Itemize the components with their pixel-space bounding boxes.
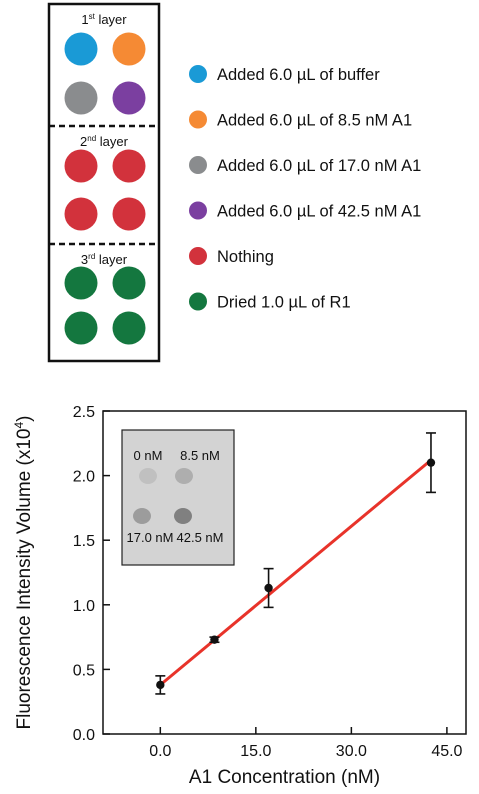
sample-spot bbox=[64, 81, 98, 115]
y-axis-label: Fluorescence Intensity Volume (x104) bbox=[12, 415, 35, 729]
y-tick-label: 1.0 bbox=[73, 598, 95, 615]
inset-spot bbox=[133, 508, 151, 524]
layer-suffix: layer bbox=[95, 12, 127, 27]
data-point bbox=[426, 458, 436, 467]
inset-label: 42.5 nM bbox=[177, 530, 224, 545]
inset-spot bbox=[175, 468, 193, 484]
sample-spot bbox=[64, 197, 98, 231]
y-label-exponent: 4 bbox=[12, 422, 26, 429]
inset-spot bbox=[174, 508, 192, 524]
y-tick-label: 2.0 bbox=[73, 469, 95, 486]
plot-frame bbox=[102, 410, 467, 735]
legend-label: Dried 1.0 µL of R1 bbox=[217, 294, 351, 312]
inset-label: 8.5 nM bbox=[180, 448, 220, 463]
y-tick-label: 0.0 bbox=[73, 727, 95, 744]
data-point bbox=[156, 680, 165, 690]
fit-line bbox=[159, 458, 432, 687]
sample-spot bbox=[112, 197, 146, 231]
legend-swatch bbox=[189, 201, 207, 220]
x-tick-label: 15.0 bbox=[240, 743, 271, 760]
calibration-chart: 0 nM 8.5 nM 17.0 nM 42.5 nM 0.0 15.0 30.0 45.0… bbox=[12, 404, 467, 788]
legend-label: Added 6.0 µL of 17.0 nM A1 bbox=[217, 157, 421, 175]
layer-ordinal: nd bbox=[87, 134, 96, 143]
legend-swatch bbox=[189, 110, 207, 129]
legend-label: Added 6.0 µL of 8.5 nM A1 bbox=[217, 112, 412, 130]
legend-label: Nothing bbox=[217, 248, 274, 266]
sample-spot bbox=[64, 266, 98, 300]
legend-swatch bbox=[189, 292, 207, 311]
layer-label: 2nd layer bbox=[80, 134, 129, 149]
sample-spot bbox=[112, 266, 146, 300]
inset-label: 17.0 nM bbox=[127, 530, 174, 545]
legend-swatch bbox=[189, 156, 207, 174]
x-tick-label: 30.0 bbox=[336, 743, 367, 760]
layer-ordinal: rd bbox=[88, 252, 95, 261]
inset-spot bbox=[139, 468, 157, 484]
layer-label: 1st layer bbox=[81, 12, 127, 27]
fit-line-group bbox=[159, 458, 432, 687]
sample-spot bbox=[64, 149, 98, 183]
inset-image: 0 nM 8.5 nM 17.0 nM 42.5 nM bbox=[121, 429, 235, 566]
sample-spot bbox=[112, 32, 146, 66]
legend-label: Added 6.0 µL of buffer bbox=[217, 66, 380, 84]
sample-spot bbox=[64, 311, 98, 345]
layer-label: 3rd layer bbox=[81, 252, 128, 267]
legend-label: Added 6.0 µL of 42.5 nM A1 bbox=[217, 203, 421, 221]
layer-suffix: layer bbox=[95, 252, 127, 267]
layer-ordinal: st bbox=[89, 12, 96, 21]
sample-spot bbox=[112, 149, 146, 183]
y-tick-label: 2.5 bbox=[73, 404, 95, 421]
sample-spot bbox=[64, 32, 98, 66]
sample-spot bbox=[112, 81, 146, 115]
y-tick-label: 0.5 bbox=[73, 662, 95, 679]
inset-label: 0 nM bbox=[134, 448, 163, 463]
y-tick-label: 1.5 bbox=[73, 533, 95, 550]
layer-number: 1 bbox=[81, 12, 88, 27]
legend-swatch bbox=[189, 247, 207, 265]
y-label-tail: ) bbox=[14, 415, 35, 421]
layer-suffix: layer bbox=[96, 134, 128, 149]
x-tick-label: 0.0 bbox=[149, 743, 171, 760]
data-point bbox=[264, 583, 273, 593]
inset-frame bbox=[121, 429, 235, 566]
data-points bbox=[155, 432, 436, 695]
sample-spot bbox=[112, 311, 146, 345]
layer-number: 2 bbox=[80, 134, 87, 149]
data-point bbox=[210, 635, 219, 644]
x-tick-label: 45.0 bbox=[431, 743, 462, 760]
cartridge-outline bbox=[47, 2, 161, 363]
legend-swatch bbox=[189, 65, 207, 83]
layer-number: 3 bbox=[81, 252, 88, 267]
axis-ticks: 0.0 15.0 30.0 45.0 0.0 0.5 1.0 1.5 2.0 2.5 bbox=[73, 404, 463, 760]
diagram-legend: Added 6.0 µL of buffer Added 6.0 µL of 8.… bbox=[189, 65, 421, 312]
x-axis-label: A1 Concentration (nM) bbox=[189, 767, 380, 788]
y-label-main: Fluorescence Intensity Volume (x10 bbox=[14, 429, 35, 730]
